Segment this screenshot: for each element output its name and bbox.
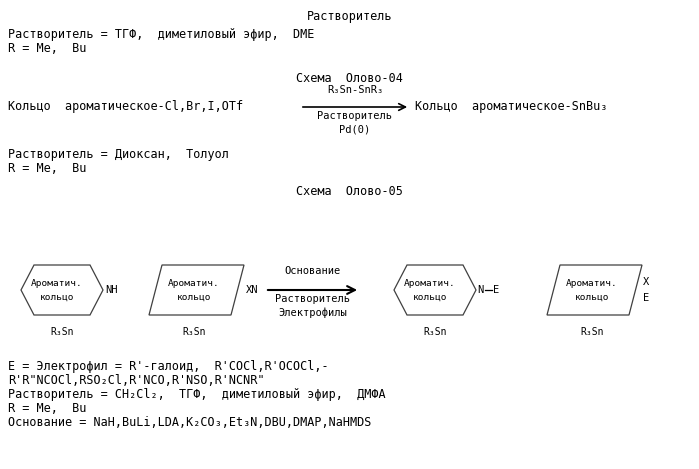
Text: Ароматич.: Ароматич. [31,279,83,287]
Text: Основание = NaH,BuLi,LDA,K₂CO₃,Et₃N,DBU,DMAP,NaHMDS: Основание = NaH,BuLi,LDA,K₂CO₃,Et₃N,DBU,… [8,416,371,429]
Text: Pd(0): Pd(0) [340,124,370,134]
Text: N: N [477,285,483,295]
Text: кольцо: кольцо [177,293,211,302]
Text: Растворитель: Растворитель [307,10,392,23]
Text: R₃Sn: R₃Sn [182,327,206,337]
Text: R₃Sn: R₃Sn [580,327,604,337]
Text: Ароматич.: Ароматич. [168,279,220,287]
Text: R₃Sn-SnR₃: R₃Sn-SnR₃ [327,85,383,95]
Text: E = Электрофил = R'-галоид,  R'COCl,R'OCOCl,-: E = Электрофил = R'-галоид, R'COCl,R'OCO… [8,360,329,373]
Text: XN: XN [246,285,259,295]
Text: R'R"NCOCl,RSO₂Cl,R'NCO,R'NSO,R'NCNR": R'R"NCOCl,RSO₂Cl,R'NCO,R'NSO,R'NCNR" [8,374,264,387]
Text: R₃Sn: R₃Sn [424,327,447,337]
Text: кольцо: кольцо [412,293,447,302]
Text: Растворитель: Растворитель [275,294,350,304]
Text: Схема  Олово-04: Схема Олово-04 [296,72,403,85]
Text: R = Me,  Bu: R = Me, Bu [8,402,87,415]
Text: Кольцо  ароматическое-Cl,Br,I,OTf: Кольцо ароматическое-Cl,Br,I,OTf [8,100,243,113]
Text: Ароматич.: Ароматич. [566,279,618,287]
Text: Растворитель = CH₂Cl₂,  ТГФ,  диметиловый эфир,  ДМФА: Растворитель = CH₂Cl₂, ТГФ, диметиловый … [8,388,386,401]
Text: Растворитель = Диоксан,  Толуол: Растворитель = Диоксан, Толуол [8,148,229,161]
Text: Растворитель = ТГФ,  диметиловый эфир,  DME: Растворитель = ТГФ, диметиловый эфир, DM… [8,28,315,41]
Text: E: E [493,285,499,295]
Text: R = Me,  Bu: R = Me, Bu [8,42,87,55]
Text: R = Me,  Bu: R = Me, Bu [8,162,87,175]
Text: E: E [643,293,649,303]
Text: Кольцо  ароматическое-SnBu₃: Кольцо ароматическое-SnBu₃ [415,100,607,113]
Text: Электрофилы: Электрофилы [278,307,347,318]
Text: Растворитель: Растворитель [317,111,393,121]
Text: Ароматич.: Ароматич. [404,279,456,287]
Text: кольцо: кольцо [575,293,610,302]
Text: кольцо: кольцо [40,293,74,302]
Text: Схема  Олово-05: Схема Олово-05 [296,185,403,198]
Text: NH: NH [105,285,117,295]
Text: R₃Sn: R₃Sn [50,327,74,337]
Text: Основание: Основание [284,266,340,276]
Text: X: X [643,277,649,287]
